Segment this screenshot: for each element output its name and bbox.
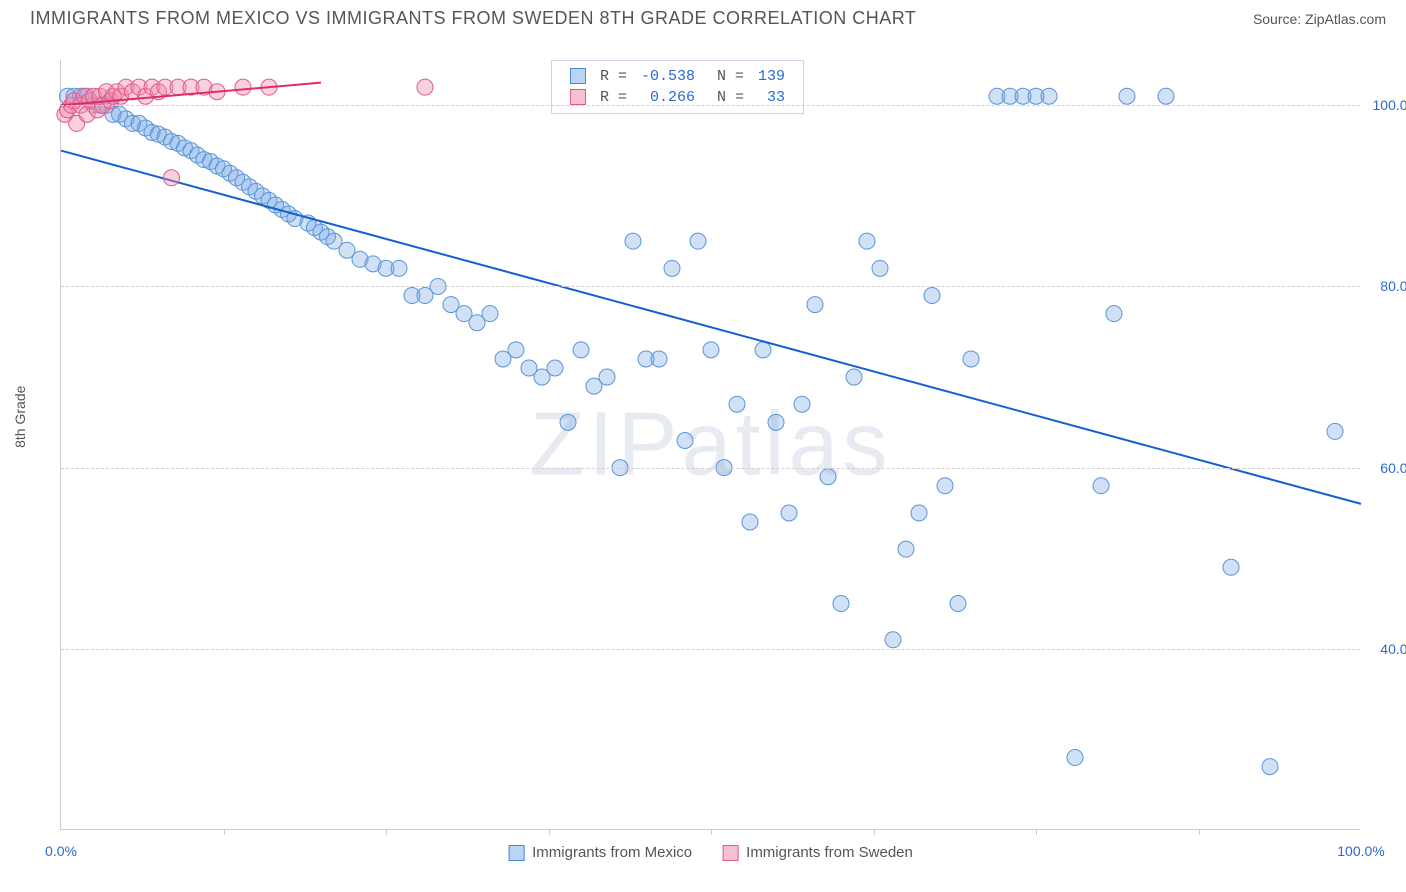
scatter-point-mexico <box>937 478 953 494</box>
x-tick-label: 100.0% <box>1337 843 1384 859</box>
chart-title: IMMIGRANTS FROM MEXICO VS IMMIGRANTS FRO… <box>30 8 916 29</box>
scatter-point-mexico <box>755 342 771 358</box>
scatter-point-mexico <box>963 351 979 367</box>
x-tick-mark <box>874 829 875 835</box>
scatter-point-mexico <box>391 260 407 276</box>
scatter-point-mexico <box>1327 423 1343 439</box>
scatter-point-mexico <box>1041 88 1057 104</box>
scatter-point-mexico <box>885 632 901 648</box>
scatter-point-mexico <box>833 596 849 612</box>
legend-swatch <box>508 845 524 861</box>
y-tick-label: 40.0% <box>1380 641 1406 657</box>
legend-n-label: N = <box>703 88 750 107</box>
gridline-h <box>61 468 1360 469</box>
legend-item: Immigrants from Sweden <box>722 844 913 861</box>
trend-line-mexico <box>61 151 1361 504</box>
legend-swatch <box>570 68 586 84</box>
scatter-point-mexico <box>859 233 875 249</box>
scatter-point-mexico <box>677 432 693 448</box>
x-tick-mark <box>224 829 225 835</box>
legend-swatch <box>570 89 586 105</box>
x-tick-mark <box>549 829 550 835</box>
gridline-h <box>61 649 1360 650</box>
x-tick-mark <box>386 829 387 835</box>
legend-label: Immigrants from Sweden <box>746 844 913 861</box>
source-attribution: Source: ZipAtlas.com <box>1253 11 1386 27</box>
scatter-point-mexico <box>872 260 888 276</box>
scatter-point-mexico <box>651 351 667 367</box>
scatter-point-mexico <box>1119 88 1135 104</box>
y-tick-label: 100.0% <box>1373 97 1406 113</box>
scatter-point-mexico <box>482 306 498 322</box>
legend-row: R =-0.538N =139 <box>564 67 791 86</box>
scatter-point-mexico <box>573 342 589 358</box>
plot-area: ZIPatlas R =-0.538N =139R =0.266N =33 Im… <box>60 60 1360 830</box>
scatter-point-mexico <box>924 288 940 304</box>
legend-swatch <box>722 845 738 861</box>
title-bar: IMMIGRANTS FROM MEXICO VS IMMIGRANTS FRO… <box>0 0 1406 39</box>
scatter-point-mexico <box>1106 306 1122 322</box>
scatter-point-mexico <box>508 342 524 358</box>
source-name: ZipAtlas.com <box>1305 11 1386 27</box>
legend-n-value: 139 <box>752 67 791 86</box>
scatter-point-mexico <box>690 233 706 249</box>
scatter-point-mexico <box>911 505 927 521</box>
scatter-point-mexico <box>599 369 615 385</box>
scatter-point-mexico <box>742 514 758 530</box>
source-label: Source: <box>1253 11 1305 27</box>
y-tick-label: 60.0% <box>1380 460 1406 476</box>
chart-container: 8th Grade ZIPatlas R =-0.538N =139R =0.2… <box>30 50 1386 892</box>
scatter-point-mexico <box>1223 559 1239 575</box>
scatter-point-mexico <box>781 505 797 521</box>
scatter-point-mexico <box>1093 478 1109 494</box>
scatter-point-mexico <box>898 541 914 557</box>
series-legend: Immigrants from Mexico Immigrants from Sw… <box>508 844 913 861</box>
legend-label: Immigrants from Mexico <box>532 844 692 861</box>
gridline-h <box>61 286 1360 287</box>
scatter-point-sweden <box>235 79 251 95</box>
scatter-point-mexico <box>807 297 823 313</box>
legend-r-value: 0.266 <box>635 88 701 107</box>
scatter-point-mexico <box>1262 759 1278 775</box>
legend-r-label: R = <box>594 88 633 107</box>
legend-table: R =-0.538N =139R =0.266N =33 <box>562 65 793 109</box>
x-tick-mark <box>711 829 712 835</box>
scatter-point-mexico <box>1067 750 1083 766</box>
y-tick-label: 80.0% <box>1380 278 1406 294</box>
legend-row: R =0.266N =33 <box>564 88 791 107</box>
legend-n-label: N = <box>703 67 750 86</box>
scatter-point-mexico <box>820 469 836 485</box>
x-tick-mark <box>1036 829 1037 835</box>
scatter-point-mexico <box>547 360 563 376</box>
legend-r-label: R = <box>594 67 633 86</box>
scatter-point-mexico <box>1158 88 1174 104</box>
x-tick-mark <box>1199 829 1200 835</box>
scatter-point-mexico <box>950 596 966 612</box>
scatter-point-mexico <box>729 396 745 412</box>
y-axis-label: 8th Grade <box>12 386 28 448</box>
gridline-h <box>61 105 1360 106</box>
scatter-point-sweden <box>417 79 433 95</box>
legend-r-value: -0.538 <box>635 67 701 86</box>
scatter-point-mexico <box>794 396 810 412</box>
scatter-point-sweden <box>164 170 180 186</box>
legend-item: Immigrants from Mexico <box>508 844 692 861</box>
scatter-point-mexico <box>768 414 784 430</box>
x-tick-label: 0.0% <box>45 843 77 859</box>
legend-n-value: 33 <box>752 88 791 107</box>
chart-svg <box>61 60 1360 829</box>
scatter-point-mexico <box>664 260 680 276</box>
scatter-point-mexico <box>703 342 719 358</box>
scatter-point-mexico <box>625 233 641 249</box>
scatter-point-mexico <box>846 369 862 385</box>
scatter-point-mexico <box>560 414 576 430</box>
